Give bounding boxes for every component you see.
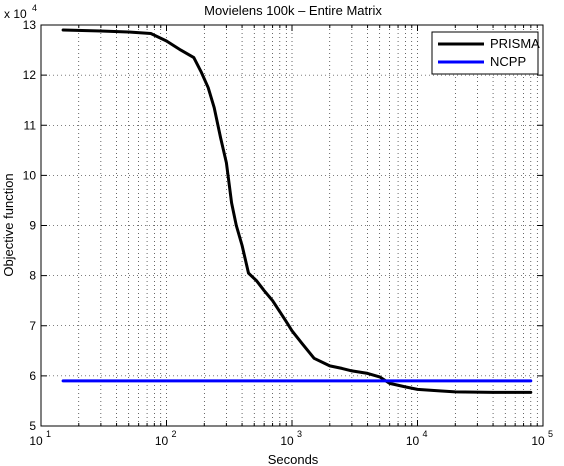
legend-box <box>431 31 539 75</box>
y-tick-label: 6 <box>29 369 36 383</box>
x-tick-label: 10 <box>155 434 169 448</box>
y-multiplier: x 10 4 <box>4 3 37 21</box>
grid <box>41 25 543 426</box>
legend-label-prisma: PRISMA <box>490 36 540 51</box>
x-tick-label-exponent: 1 <box>46 429 51 439</box>
chart-title: Movielens 100k – Entire Matrix <box>204 3 382 18</box>
y-tick-label: 12 <box>23 68 37 82</box>
y-axis-label: Objective function <box>1 173 16 276</box>
y-tick-label: 9 <box>29 219 36 233</box>
x-axis-label: Seconds <box>268 452 319 466</box>
y-tick-label: 5 <box>29 419 36 433</box>
y-tick-label: 10 <box>23 168 37 182</box>
y-tick-label: 7 <box>29 319 36 333</box>
x-tick-label-exponent: 4 <box>423 429 428 439</box>
y-multiplier-base: x 10 <box>4 7 27 21</box>
series-group <box>61 28 533 394</box>
x-tick-label: 10 <box>280 434 294 448</box>
y-tick-label: 13 <box>23 18 37 32</box>
x-tick-label-exponent: 3 <box>297 429 302 439</box>
legend-label-ncpp: NCPP <box>490 54 526 69</box>
series-line-prisma <box>61 28 533 394</box>
x-tick-label-exponent: 2 <box>172 429 177 439</box>
y-tick-label: 8 <box>29 269 36 283</box>
x-tick-label-exponent: 5 <box>548 429 553 439</box>
x-tick-label: 10 <box>29 434 43 448</box>
legend: PRISMA NCPP <box>431 31 540 75</box>
x-tick-label: 10 <box>531 434 545 448</box>
x-tick-label: 10 <box>406 434 420 448</box>
y-tick-label: 11 <box>24 118 37 132</box>
y-multiplier-exp: 4 <box>32 3 37 13</box>
